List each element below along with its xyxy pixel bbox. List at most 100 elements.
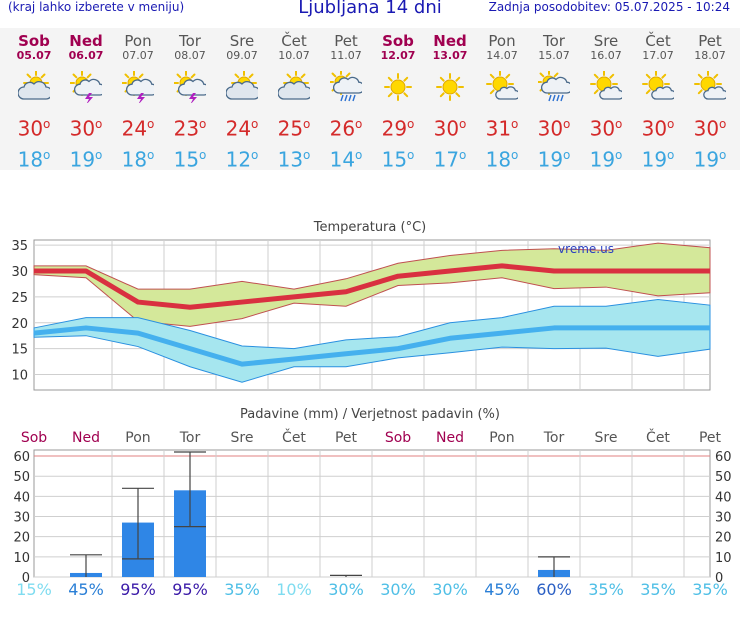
max-temperature-value: 30	[17, 116, 44, 141]
precipitation-day-label: Sob	[21, 430, 47, 446]
day-date: 07.07	[122, 49, 154, 62]
precipitation-day-label: Sre	[231, 430, 254, 446]
min-temperature: 15o	[173, 147, 207, 172]
temperature-tick-label: 30	[11, 265, 28, 280]
partly-cloudy-sun-icon	[226, 71, 258, 100]
forecast-day: Pet 18.07 30o 19o	[684, 28, 736, 172]
precipitation-day-label: Sre	[595, 430, 618, 446]
min-temperature-value: 18	[485, 147, 512, 172]
day-name: Čet	[645, 32, 671, 50]
day-name: Sre	[229, 32, 255, 50]
max-temperature: 29o	[381, 116, 415, 141]
max-temperature: 24o	[225, 116, 259, 141]
day-name: Pon	[124, 32, 152, 50]
min-temperature: 19o	[69, 147, 103, 172]
precipitation-tick-label: 50	[13, 470, 30, 485]
max-temperature: 30o	[537, 116, 571, 141]
forecast-day: Pet 11.07 26o 14o	[320, 28, 372, 172]
precipitation-day-label: Ned	[436, 430, 464, 446]
max-temperature: 24o	[121, 116, 155, 141]
max-temperature: 26o	[329, 116, 363, 141]
min-temperature-value: 18	[17, 147, 44, 172]
forecast-day: Ned 13.07 30o 17o	[424, 28, 476, 172]
page-title: Ljubljana 14 dni	[298, 0, 442, 18]
sun-thunderstorm-icon	[174, 71, 206, 103]
min-temperature-value: 19	[537, 147, 564, 172]
sun-icon	[384, 73, 412, 101]
precipitation-tick-label-right: 0	[715, 571, 723, 586]
forecast-day: Sob 05.07 30o 18o	[8, 28, 60, 172]
max-temperature-value: 30	[693, 116, 720, 141]
max-temperature: 23o	[173, 116, 207, 141]
day-name: Pon	[488, 32, 516, 50]
max-temperature-value: 24	[225, 116, 252, 141]
forecast-day: Tor 08.07 23o 15o	[164, 28, 216, 172]
min-temperature-value: 12	[225, 147, 252, 172]
min-temperature-value: 19	[693, 147, 720, 172]
min-temperature-value: 15	[381, 147, 408, 172]
forecast-day: Čet 17.07 30o 19o	[632, 28, 684, 172]
min-temperature: 18o	[121, 147, 155, 172]
min-temperature: 13o	[277, 147, 311, 172]
precipitation-day-label: Tor	[179, 430, 201, 446]
max-temperature-value: 30	[537, 116, 564, 141]
min-temperature: 12o	[225, 147, 259, 172]
precipitation-chart: Sob Ned Pon Tor Sre Čet Pet Sob Ned Pon Tor Sre Čet P…	[13, 428, 732, 586]
max-temperature: 30o	[17, 116, 51, 141]
precipitation-tick-label-right: 40	[715, 490, 732, 505]
precipitation-tick-label: 0	[22, 571, 30, 586]
min-temperature-range-band	[33, 298, 711, 383]
day-name: Pet	[698, 32, 722, 50]
max-temperature: 25o	[277, 116, 311, 141]
day-date: 17.07	[642, 49, 674, 62]
forecast-day: Pon 07.07 24o 18o	[112, 28, 164, 172]
day-name: Ned	[433, 32, 467, 50]
temperature-tick-label: 20	[11, 317, 28, 332]
min-temperature: 19o	[693, 147, 727, 172]
sun-thunderstorm-icon	[70, 71, 102, 103]
max-temperature-value: 30	[433, 116, 460, 141]
day-name: Ned	[69, 32, 103, 50]
max-temperature-value: 26	[329, 116, 356, 141]
min-temperature-value: 14	[329, 147, 356, 172]
last-update-text: Zadnja posodobitev: 05.07.2025 - 10:24	[488, 0, 730, 14]
precipitation-probability: 95%	[172, 580, 208, 599]
max-temperature: 30o	[589, 116, 623, 141]
precipitation-day-label: Pet	[335, 430, 358, 446]
min-temperature: 14o	[329, 147, 363, 172]
day-date: 13.07	[432, 49, 468, 62]
precipitation-chart-title: Padavine (mm) / Verjetnost padavin (%)	[240, 407, 500, 422]
watermark-text: vreme.us	[558, 242, 614, 256]
sun-icon	[436, 73, 464, 101]
sun-small-cloud-icon	[642, 71, 674, 100]
min-temperature: 17o	[433, 147, 467, 172]
min-temperature-value: 15	[173, 147, 200, 172]
precipitation-probability: 35%	[588, 580, 624, 599]
precipitation-day-label: Čet	[646, 428, 670, 446]
precipitation-tick-label: 60	[13, 450, 30, 465]
day-date: 09.07	[226, 49, 258, 62]
precipitation-tick-label-right: 50	[715, 470, 732, 485]
precipitation-probability: 45%	[68, 580, 104, 599]
precipitation-tick-label: 20	[13, 531, 30, 546]
precipitation-day-label: Sob	[385, 430, 411, 446]
min-temperature: 15o	[381, 147, 415, 172]
sun-small-cloud-icon	[694, 71, 726, 100]
day-date: 10.07	[278, 49, 310, 62]
max-temperature-line	[34, 263, 710, 310]
day-date: 14.07	[486, 49, 518, 62]
precipitation-probability: 30%	[432, 580, 468, 599]
max-temperature-value: 30	[69, 116, 96, 141]
day-date: 12.07	[380, 49, 416, 62]
forecast-day: Sre 09.07 24o 12o	[216, 28, 268, 172]
precipitation-day-label: Pet	[699, 430, 722, 446]
precipitation-probability: 35%	[692, 580, 728, 599]
min-temperature-value: 17	[433, 147, 460, 172]
partly-cloudy-sun-icon	[18, 71, 50, 100]
forecast-day: Tor 15.07 30o 19o	[528, 28, 580, 172]
day-date: 06.07	[68, 49, 104, 62]
max-temperature-value: 25	[277, 116, 304, 141]
max-temperature: 31o	[485, 116, 519, 141]
max-temperature-value: 30	[641, 116, 668, 141]
precipitation-day-label: Čet	[282, 428, 306, 446]
